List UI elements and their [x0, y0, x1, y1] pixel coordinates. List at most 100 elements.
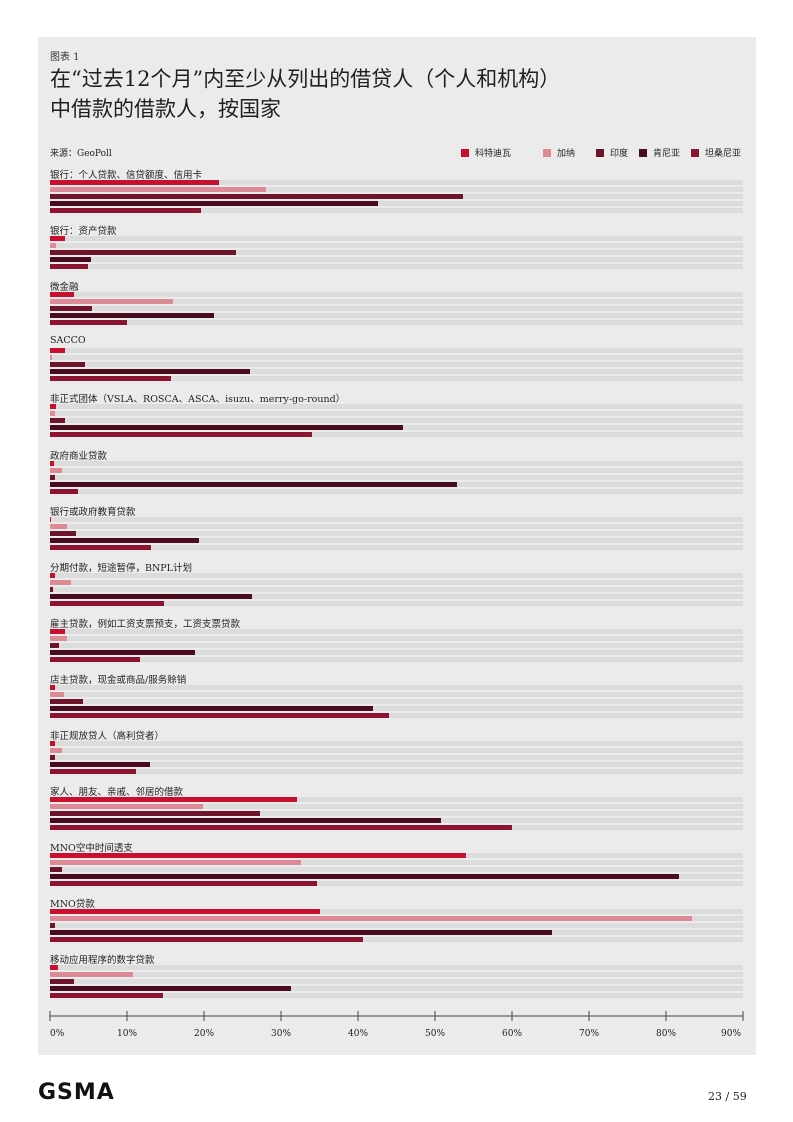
category-label: 移动应用程序的数字贷款	[50, 955, 155, 967]
bar-track	[50, 460, 743, 466]
bar-track	[50, 208, 743, 213]
bar-坦桑尼亚	[50, 208, 201, 213]
x-tick-label: 60%	[502, 1029, 523, 1039]
bar-印度	[50, 642, 60, 648]
legend-item: 加纳	[543, 146, 575, 159]
bar-track	[50, 691, 743, 697]
bar-track	[50, 432, 743, 438]
category-label: 雇主贷款，例如工资支票预支，工资支票贷款	[50, 618, 241, 630]
x-tick-label: 50%	[425, 1029, 446, 1039]
bar-track	[50, 909, 743, 915]
bar-坦桑尼亚	[50, 825, 512, 831]
category-label: 政府商业贷款	[50, 450, 108, 462]
bar-科特迪瓦	[50, 797, 298, 803]
bar-track	[50, 628, 743, 634]
bar-track	[50, 881, 743, 887]
bar-科特迪瓦	[50, 572, 56, 578]
x-tick-label: 30%	[271, 1029, 292, 1039]
bar-印度	[50, 194, 464, 199]
bar-加纳	[50, 299, 174, 305]
bar-坦桑尼亚	[50, 432, 312, 438]
bar-track	[50, 860, 743, 866]
bar-科特迪瓦	[50, 460, 54, 466]
bar-肯尼亚	[50, 930, 553, 936]
bar-加纳	[50, 467, 62, 473]
x-tick-label: 20%	[194, 1029, 215, 1039]
bar-坦桑尼亚	[50, 600, 164, 606]
bar-track	[50, 264, 743, 270]
bar-track	[50, 741, 743, 746]
bar-印度	[50, 755, 56, 760]
legend-swatch	[461, 149, 469, 157]
bar-track	[50, 418, 743, 424]
bar-肯尼亚	[50, 762, 151, 767]
bar-track	[50, 586, 743, 592]
bar-科特迪瓦	[50, 909, 321, 915]
bar-track	[50, 593, 743, 599]
bar-track	[50, 180, 743, 185]
bar-track	[50, 649, 743, 655]
bar-印度	[50, 362, 86, 368]
category-label: 银行：个人贷款、信贷额度、信用卡	[50, 170, 203, 181]
bar-科特迪瓦	[50, 236, 66, 242]
bar-肯尼亚	[50, 257, 91, 263]
category-label: 银行：资产贷款	[50, 226, 117, 238]
bar-印度	[50, 979, 74, 985]
bar-科特迪瓦	[50, 853, 466, 859]
bar-track	[50, 762, 743, 767]
bar-track	[50, 530, 743, 536]
bar-科特迪瓦	[50, 404, 57, 410]
bar-科特迪瓦	[50, 628, 66, 634]
bar-track	[50, 299, 743, 305]
bar-坦桑尼亚	[50, 656, 141, 662]
category-label: 非正规放贷人（高利贷者）	[50, 731, 165, 742]
bar-track	[50, 313, 743, 319]
bar-track	[50, 516, 743, 522]
legend-label: 加纳	[557, 149, 576, 159]
legend-swatch	[639, 149, 647, 157]
bar-track	[50, 544, 743, 550]
bar-科特迪瓦	[50, 180, 220, 185]
bar-坦桑尼亚	[50, 376, 171, 382]
legend-label: 印度	[610, 149, 629, 159]
bar-track	[50, 684, 743, 690]
bar-track	[50, 348, 743, 354]
bar-科特迪瓦	[50, 348, 66, 354]
bar-坦桑尼亚	[50, 881, 318, 887]
bar-肯尼亚	[50, 201, 379, 206]
bar-track	[50, 404, 743, 410]
bar-track	[50, 972, 743, 978]
bar-track	[50, 712, 743, 718]
bar-肯尼亚	[50, 986, 291, 992]
legend-item: 科特迪瓦	[461, 146, 511, 159]
bar-track	[50, 993, 743, 999]
category-label: MNO贷款	[50, 899, 95, 911]
bar-肯尼亚	[50, 425, 404, 431]
category-label: MNO空中时间透支	[50, 843, 133, 855]
bar-track	[50, 250, 743, 256]
bar-印度	[50, 474, 56, 480]
x-tick-label: 10%	[117, 1029, 138, 1039]
bar-印度	[50, 418, 65, 424]
x-tick-label: 70%	[579, 1029, 600, 1039]
bar-肯尼亚	[50, 705, 373, 711]
bar-肯尼亚	[50, 874, 680, 880]
bar-track	[50, 867, 743, 873]
bar-track	[50, 362, 743, 368]
bar-印度	[50, 867, 62, 873]
bar-track	[50, 579, 743, 585]
chart-title: 在“过去12个月”内至少从列出的借贷人（个人和机构）中借款的借款人，按国家	[50, 67, 561, 121]
bar-track	[50, 523, 743, 529]
bar-印度	[50, 586, 54, 592]
bar-track	[50, 755, 743, 760]
x-tick-label: 80%	[656, 1029, 677, 1039]
chart-source: 来源：GeoPoll	[50, 149, 112, 159]
bar-track	[50, 698, 743, 704]
bar-加纳	[50, 748, 62, 753]
legend-item: 坦桑尼亚	[691, 146, 741, 159]
bar-track	[50, 376, 743, 382]
bar-肯尼亚	[50, 818, 442, 824]
bar-track	[50, 236, 743, 242]
bar-加纳	[50, 972, 134, 978]
bar-加纳	[50, 691, 64, 697]
